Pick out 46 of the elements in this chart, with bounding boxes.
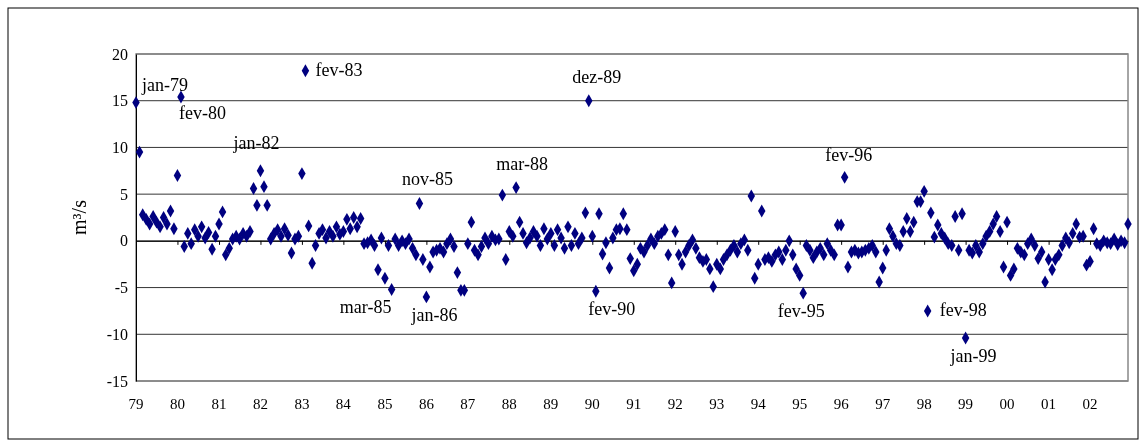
annotation: mar-88 — [496, 153, 548, 174]
x-tick-label: 86 — [418, 396, 435, 412]
annotation: jan-99 — [949, 346, 997, 367]
x-tick-label: 98 — [916, 396, 932, 412]
x-tick-label: 99 — [958, 396, 974, 412]
y-tick-label: -15 — [106, 372, 128, 390]
x-tick-label: 94 — [750, 396, 767, 412]
annotation: fev-90 — [588, 299, 636, 320]
x-tick-label: 88 — [501, 396, 517, 412]
annotation: fev-95 — [777, 301, 825, 322]
annotation: fev-98 — [939, 299, 987, 320]
x-tick-label: 90 — [584, 396, 600, 412]
x-tick-label: 93 — [709, 396, 725, 412]
y-tick-label: 10 — [112, 139, 128, 157]
x-tick-label: 02 — [1082, 396, 1098, 412]
annotation: fev-83 — [315, 59, 363, 80]
x-tick-label: 81 — [211, 396, 227, 412]
x-tick-label: 89 — [543, 396, 559, 412]
annotation: nov-85 — [401, 169, 453, 190]
x-tick-label: 95 — [792, 396, 808, 412]
x-tick-label: 01 — [1041, 396, 1057, 412]
annotation: jan-79 — [141, 74, 188, 95]
annotation: fev-80 — [178, 102, 226, 123]
y-tick-label: -10 — [106, 325, 128, 343]
x-tick-label: 84 — [335, 396, 352, 412]
annotation: dez-89 — [572, 66, 622, 87]
y-axis-title: m³/s — [68, 199, 90, 235]
x-tick-label: 91 — [626, 396, 642, 412]
x-tick-label: 96 — [833, 396, 850, 412]
x-tick-label: 00 — [999, 396, 1015, 412]
annotation: mar-85 — [339, 297, 392, 318]
annotation: fev-96 — [825, 145, 873, 166]
x-tick-label: 82 — [252, 396, 268, 412]
y-tick-label: 5 — [120, 185, 128, 203]
x-tick-label: 80 — [169, 396, 185, 412]
y-tick-label: -5 — [114, 279, 128, 297]
x-tick-label: 92 — [667, 396, 683, 412]
x-tick-label: 87 — [460, 396, 476, 412]
x-tick-label: 97 — [875, 396, 891, 412]
y-tick-label: 0 — [120, 232, 128, 250]
annotation: jan-86 — [410, 304, 458, 325]
y-tick-label: 15 — [112, 92, 128, 110]
y-tick-label: 20 — [112, 45, 128, 63]
x-tick-label: 85 — [377, 396, 393, 412]
x-tick-label: 83 — [294, 396, 310, 412]
x-tick-label: 79 — [128, 396, 144, 412]
